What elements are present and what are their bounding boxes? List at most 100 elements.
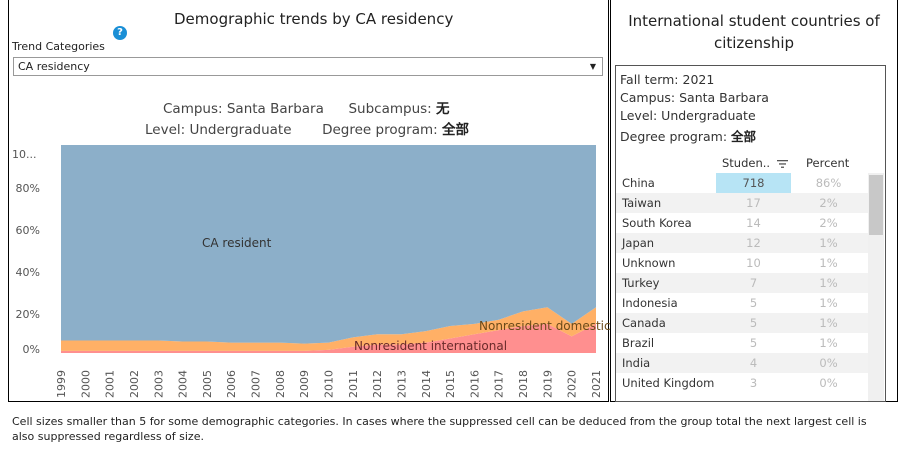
country-name: Turkey [622, 276, 660, 290]
level-value: Undergraduate [189, 122, 292, 138]
country-name: Brazil [622, 336, 655, 350]
country-name: Indonesia [622, 296, 678, 310]
x-tick-label: 2021 [590, 370, 603, 398]
annotation-ca-resident: CA resident [202, 236, 272, 250]
country-name: Japan [622, 236, 655, 250]
x-tick-label: 2020 [566, 370, 579, 398]
help-icon[interactable]: ? [113, 26, 127, 40]
table-row[interactable]: Brazil 5 1% [616, 333, 868, 353]
student-count: 10 [746, 256, 761, 270]
student-percent: 1% [819, 296, 838, 310]
ytick-40: 40% [15, 266, 40, 279]
area-series-nonresident-international[interactable] [61, 323, 596, 353]
area-series-ca-resident[interactable] [61, 145, 596, 344]
student-percent: 0% [819, 356, 838, 370]
x-tick-label: 2000 [79, 370, 92, 398]
table-row[interactable]: Indonesia 5 1% [616, 293, 868, 313]
table-row[interactable]: Turkey 7 1% [616, 273, 868, 293]
x-tick-label: 2019 [541, 370, 554, 398]
student-count: 7 [749, 276, 758, 290]
countries-table-box [615, 65, 886, 402]
country-name: United Kingdom [622, 376, 715, 390]
subcampus-value: 无 [436, 101, 450, 117]
sort-descending-icon[interactable] [776, 159, 789, 169]
x-tick-label: 2010 [323, 370, 336, 398]
table-row[interactable]: China 718 86% [616, 173, 868, 193]
student-percent: 1% [819, 316, 838, 330]
col-header-percent[interactable]: Percent [806, 156, 850, 170]
x-tick-label: 2017 [493, 370, 506, 398]
student-count: 3 [749, 376, 758, 390]
x-tick-label: 2018 [517, 370, 530, 398]
country-name: Canada [622, 316, 666, 330]
x-tick-label: 2005 [201, 370, 214, 398]
ytick-60: 60% [15, 224, 40, 237]
select-value: CA residency [18, 60, 90, 73]
area-series-nonresident-domestic[interactable] [61, 307, 596, 351]
chevron-down-icon: ▼ [589, 62, 596, 71]
student-percent: 1% [819, 236, 838, 250]
campus-label: Campus: [163, 101, 223, 117]
rp-degree-value: 全部 [731, 129, 757, 144]
annotation-nonresident-domestic: Nonresident domestic [479, 319, 610, 333]
student-percent: 0% [819, 376, 838, 390]
student-count: 5 [749, 316, 758, 330]
table-row[interactable]: South Korea 14 2% [616, 213, 868, 233]
country-name: Unknown [622, 256, 676, 270]
student-count: 718 [716, 173, 791, 193]
country-name: India [622, 356, 651, 370]
col-header-students[interactable]: Studen.. [722, 156, 789, 170]
trend-categories-label: Trend Categories [12, 40, 105, 53]
table-row[interactable]: United Kingdom 3 0% [616, 373, 868, 393]
campus-value: Santa Barbara [226, 101, 324, 117]
rp-campus: Campus: Santa Barbara [620, 90, 769, 105]
student-percent: 1% [819, 336, 838, 350]
student-count: 4 [749, 356, 758, 370]
fall-term: Fall term: 2021 [620, 72, 715, 87]
table-row[interactable]: Taiwan 17 2% [616, 193, 868, 213]
table-row[interactable]: Canada 5 1% [616, 313, 868, 333]
table-row[interactable]: Japan 12 1% [616, 233, 868, 253]
ytick-20: 20% [15, 308, 40, 321]
country-name: South Korea [622, 216, 692, 230]
annotation-nonresident-international: Nonresident international [354, 339, 507, 353]
student-percent: 1% [819, 256, 838, 270]
x-tick-label: 1999 [55, 370, 68, 398]
footnote: Cell sizes smaller than 5 for some demog… [12, 415, 867, 443]
col-students-label: Studen.. [722, 156, 771, 170]
student-percent: 2% [819, 216, 838, 230]
x-tick-label: 2012 [371, 370, 384, 398]
trend-title: Demographic trends by CA residency [174, 10, 454, 28]
x-tick-label: 2007 [250, 370, 263, 398]
student-count: 17 [746, 196, 761, 210]
rp-degree: Degree program: 全部 [620, 126, 756, 145]
x-tick-label: 2011 [347, 370, 360, 398]
table-row[interactable]: Unknown 10 1% [616, 253, 868, 273]
country-name: Taiwan [622, 196, 662, 210]
level-info: Level: Undergraduate Degree program: 全部 [145, 118, 469, 138]
x-tick-label: 2003 [152, 370, 165, 398]
x-tick-label: 2008 [274, 370, 287, 398]
subcampus-label: Subcampus: [348, 101, 432, 117]
student-count: 5 [749, 336, 758, 350]
x-tick-label: 2013 [395, 370, 408, 398]
scrollbar-thumb[interactable] [869, 175, 883, 235]
campus-info: Campus: Santa Barbara Subcampus: 无 [163, 97, 450, 117]
ytick-80: 80% [15, 182, 40, 195]
country-name: China [622, 176, 655, 190]
student-percent: 2% [819, 196, 838, 210]
ytick-0: 0% [22, 343, 40, 356]
table-row[interactable]: India 4 0% [616, 353, 868, 373]
degree-value: 全部 [442, 122, 469, 138]
student-count: 5 [749, 296, 758, 310]
countries-title: International student countries of citiz… [628, 12, 880, 52]
trend-category-select[interactable]: CA residency ▼ [13, 57, 603, 76]
degree-label: Degree program: [322, 122, 438, 138]
ytick-100: 10... [12, 148, 37, 161]
level-label: Level: [145, 122, 186, 138]
x-tick-label: 2009 [298, 370, 311, 398]
x-tick-label: 2004 [177, 370, 190, 398]
x-tick-label: 2006 [225, 370, 238, 398]
rp-level: Level: Undergraduate [620, 108, 756, 123]
x-tick-label: 2001 [104, 370, 117, 398]
